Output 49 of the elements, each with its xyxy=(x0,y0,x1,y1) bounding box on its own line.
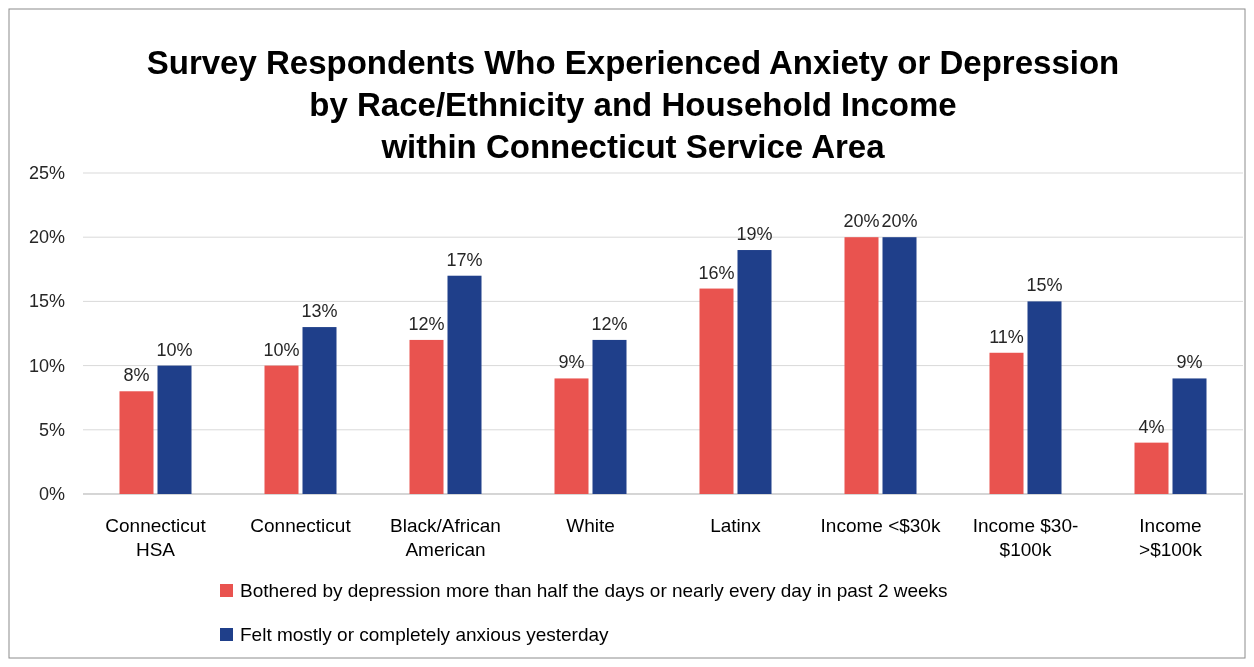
bar xyxy=(264,365,299,494)
data-label: 20% xyxy=(881,211,918,232)
y-tick-label: 10% xyxy=(28,355,65,376)
data-label: 4% xyxy=(1138,416,1165,437)
data-label: 20% xyxy=(843,211,880,232)
x-tick-label: Income <$30k xyxy=(820,515,941,536)
x-tick-label: Connecticut HSA xyxy=(105,515,207,560)
bar xyxy=(882,237,917,494)
y-tick-label: 5% xyxy=(38,419,65,440)
y-tick-label: 15% xyxy=(28,291,65,312)
data-label: 10% xyxy=(156,339,193,360)
x-tick-label: Income >$100k xyxy=(1139,515,1203,560)
bar xyxy=(409,339,444,494)
bar xyxy=(1134,442,1169,494)
legend-label: Felt mostly or completely anxious yesterday xyxy=(240,624,610,645)
bar xyxy=(554,378,589,494)
data-label: 8% xyxy=(123,365,150,386)
x-tick-label: Black/African American xyxy=(390,515,501,560)
data-label: 17% xyxy=(446,249,483,270)
bar xyxy=(989,352,1024,494)
chart-title: Survey Respondents Who Experienced Anxiety or Depression by Race/Ethnicity and Household Income within Connecticut Service Area xyxy=(146,44,1120,165)
data-label: 12% xyxy=(591,313,628,334)
data-label: 13% xyxy=(301,301,338,322)
data-label: 19% xyxy=(736,224,773,245)
data-label: 9% xyxy=(1176,352,1203,373)
bar xyxy=(592,339,627,494)
bar xyxy=(737,250,772,494)
x-tick-label: Latinx xyxy=(710,515,762,536)
x-tick-label: White xyxy=(566,515,615,536)
legend-label: Bothered by depression more than half the days or nearly every day in past 2 weeks xyxy=(240,580,948,601)
bar xyxy=(157,365,192,494)
bar xyxy=(1027,301,1062,494)
bar xyxy=(119,391,154,494)
x-tick-label: Income $30-$100k xyxy=(972,515,1079,560)
data-label: 10% xyxy=(263,339,300,360)
data-label: 16% xyxy=(698,262,735,283)
data-label: 11% xyxy=(989,326,1024,347)
bar xyxy=(844,237,879,494)
x-tick-label: Connecticut xyxy=(250,515,352,536)
y-tick-label: 25% xyxy=(28,163,65,183)
bar xyxy=(699,288,734,494)
bar xyxy=(1172,378,1207,494)
data-label: 12% xyxy=(408,313,445,334)
data-label: 15% xyxy=(1026,275,1063,296)
bar xyxy=(447,275,482,494)
bar xyxy=(302,327,337,494)
data-label: 9% xyxy=(558,352,585,373)
y-tick-label: 20% xyxy=(28,227,65,248)
y-tick-label: 0% xyxy=(38,484,65,504)
